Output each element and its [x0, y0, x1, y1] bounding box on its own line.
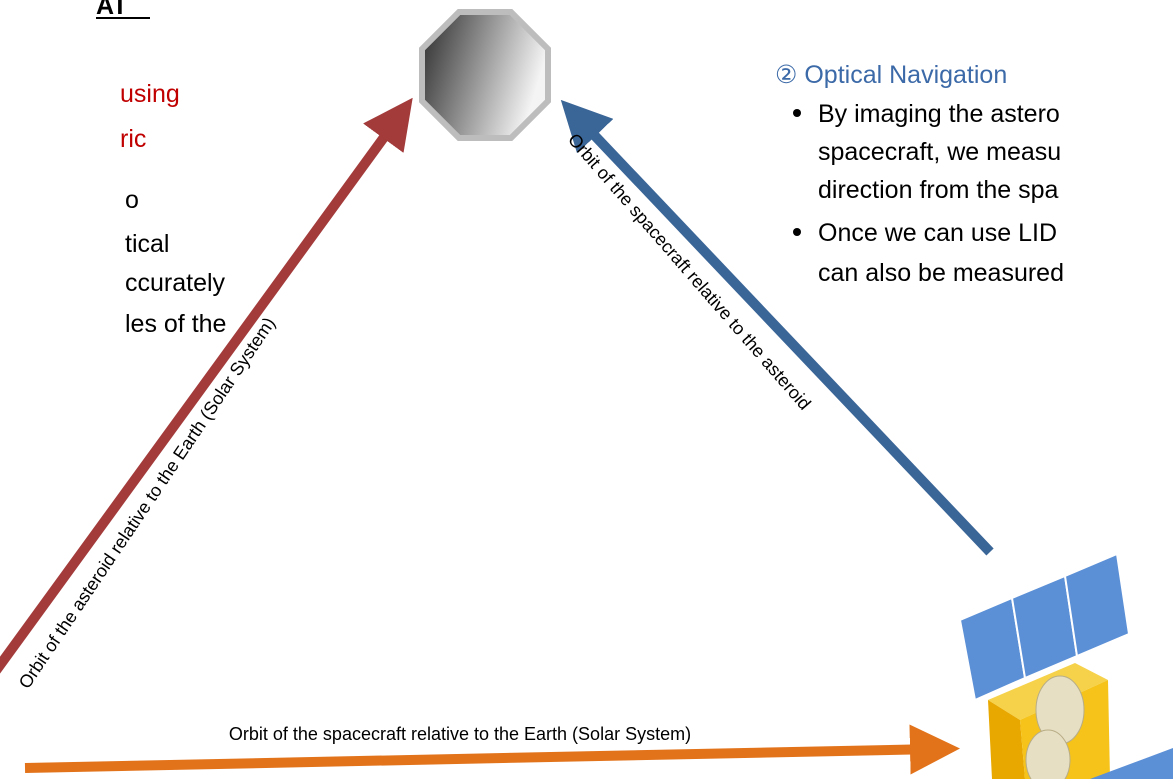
text-line: les of the — [125, 310, 226, 338]
text-line: spacecraft, we measu — [818, 138, 1061, 166]
text-line: o — [125, 186, 139, 214]
text-line: By imaging the astero — [818, 100, 1060, 128]
arrow-label: Orbit of the spacecraft relative to the … — [229, 724, 691, 744]
arrow-blue — [560, 99, 994, 556]
arrow-label: Orbit of the asteroid relative to the Ea… — [15, 314, 279, 693]
bullets: By imaging the astero spacecraft, we mea… — [793, 100, 1064, 287]
title: AT — [96, 0, 127, 20]
arrow-label: Orbit of the spacecraft relative to the … — [564, 130, 815, 414]
arrow-red — [0, 97, 413, 674]
left-red: using ric — [120, 80, 180, 153]
left-black: o tical ccurately les of the — [125, 186, 226, 338]
text-line: Once we can use LID — [818, 219, 1057, 247]
text-line: ccurately — [125, 269, 226, 297]
heading: ② Optical Navigation — [775, 61, 1007, 89]
spacecraft — [958, 552, 1173, 779]
asteroid — [419, 9, 551, 141]
text-line: tical — [125, 230, 169, 258]
bullet — [793, 109, 801, 117]
red-line: ric — [120, 125, 146, 153]
text-line: direction from the spa — [818, 176, 1058, 204]
red-line: using — [120, 80, 180, 108]
arrow-orange — [24, 724, 960, 775]
bullet — [793, 228, 801, 236]
text-line: can also be measured — [818, 259, 1064, 287]
